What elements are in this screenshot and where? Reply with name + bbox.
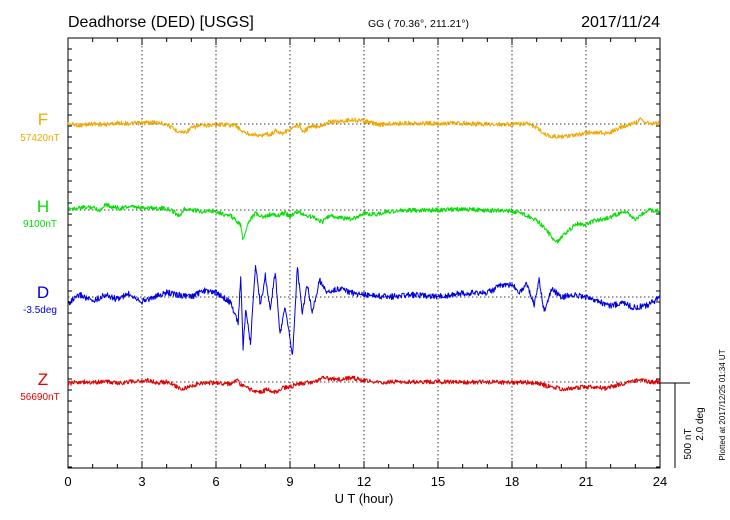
series-baseline-H: 9100nT	[23, 219, 57, 230]
x-tick-label: 21	[579, 474, 593, 489]
x-tick-label: 24	[653, 474, 667, 489]
x-tick-label: 15	[431, 474, 445, 489]
scale-nt-label: 500 nT	[683, 428, 694, 459]
series-baseline-F: 57420nT	[20, 133, 59, 144]
series-baseline-Z: 56690nT	[20, 392, 59, 403]
x-axis-label: U T (hour)	[335, 491, 394, 506]
x-tick-label: 3	[138, 474, 145, 489]
plotted-timestamp: Plotted at 2017/12/25 01:34 UT	[718, 349, 727, 460]
scale-deg-label: 2.0 deg	[695, 407, 706, 440]
series-line-Z	[67, 375, 661, 395]
series-line-F	[67, 117, 660, 140]
series-labels: F 57420nT H 9100nT D -3.5deg Z 56690nT	[20, 110, 59, 403]
x-tick-label: 0	[64, 474, 71, 489]
series-line-H	[67, 202, 661, 244]
x-tick-label: 6	[212, 474, 219, 489]
date-label: 2017/11/24	[581, 14, 660, 31]
x-tick-label: 9	[286, 474, 293, 489]
x-tick-label: 18	[505, 474, 519, 489]
x-axis: 0 3 6 9 12 15 18 21 24	[64, 38, 667, 489]
series-baseline-D: -3.5deg	[23, 305, 57, 316]
series-layer	[67, 117, 661, 395]
scale-bar: 500 nT 2.0 deg	[660, 382, 706, 468]
station-title: Deadhorse (DED) [USGS]	[68, 14, 254, 31]
grid-lines	[68, 38, 660, 468]
series-name-H: H	[37, 197, 49, 216]
series-name-F: F	[38, 110, 48, 129]
coordinates-label: GG ( 70.36°, 211.21°)	[368, 18, 469, 30]
x-tick-label: 12	[357, 474, 371, 489]
series-name-D: D	[37, 283, 49, 302]
series-line-D	[67, 265, 661, 355]
series-name-Z: Z	[38, 370, 48, 389]
